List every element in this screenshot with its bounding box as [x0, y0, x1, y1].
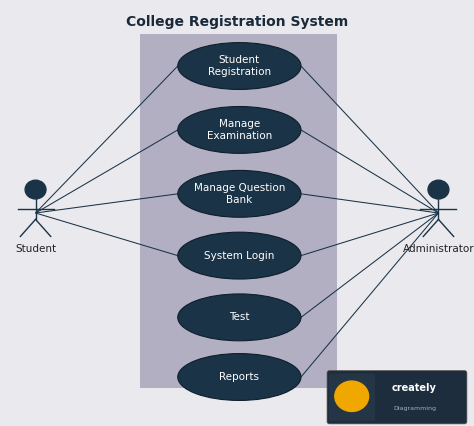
- Ellipse shape: [178, 294, 301, 341]
- Text: Reports: Reports: [219, 372, 259, 382]
- Text: Administrator: Administrator: [402, 244, 474, 253]
- Text: Manage
Examination: Manage Examination: [207, 119, 272, 141]
- Text: Test: Test: [229, 312, 250, 322]
- FancyBboxPatch shape: [329, 374, 375, 421]
- Text: Student: Student: [15, 244, 56, 253]
- Text: College Registration System: College Registration System: [126, 15, 348, 29]
- Ellipse shape: [178, 232, 301, 279]
- Circle shape: [335, 381, 369, 412]
- Text: Manage Question
Bank: Manage Question Bank: [194, 183, 285, 205]
- Ellipse shape: [178, 354, 301, 400]
- Text: Student
Registration: Student Registration: [208, 55, 271, 77]
- Text: Diagramming: Diagramming: [393, 406, 436, 411]
- Text: System Login: System Login: [204, 250, 274, 261]
- FancyBboxPatch shape: [327, 371, 467, 424]
- Text: creately: creately: [392, 383, 437, 394]
- Circle shape: [428, 180, 449, 199]
- Ellipse shape: [178, 170, 301, 217]
- FancyBboxPatch shape: [140, 34, 337, 388]
- Circle shape: [25, 180, 46, 199]
- Ellipse shape: [178, 43, 301, 89]
- Ellipse shape: [178, 106, 301, 153]
